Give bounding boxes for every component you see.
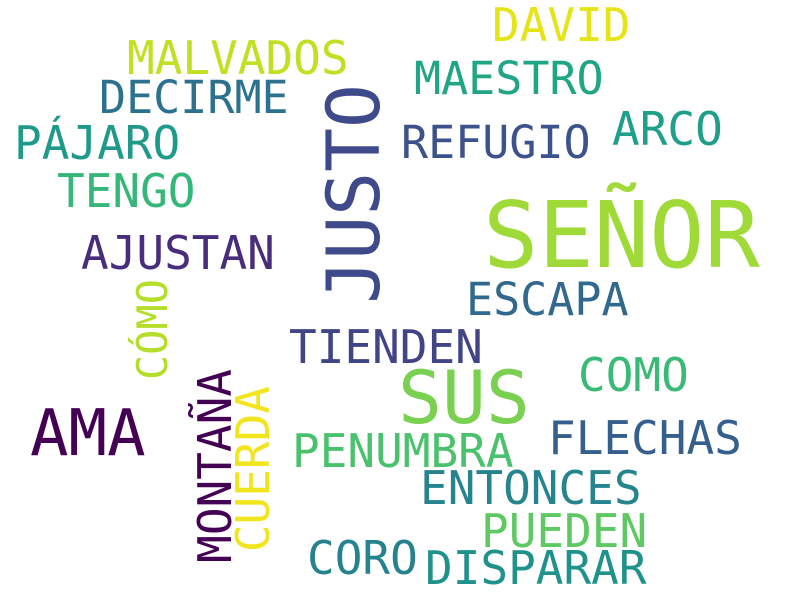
word-pueden: PUEDEN [481,504,648,558]
word-como-acc: CÓMO [128,279,177,381]
word-entonces: ENTONCES [420,461,642,515]
word-justo: JUSTO [312,84,397,304]
word-malvados: MALVADOS [127,31,349,85]
word-pajaro: PÁJARO [14,116,181,170]
word-david: DAVID [492,0,631,52]
word-tienden: TIENDEN [289,320,483,374]
word-ajustan: AJUSTAN [81,226,275,280]
word-como: COMO [578,348,689,402]
word-disparar: DISPARAR [425,541,647,595]
word-cuerda: CUERDA [226,386,280,553]
word-flechas: FLECHAS [548,411,742,465]
word-arco: ARCO [612,102,723,156]
word-coro: CORO [307,531,418,585]
word-maestro: MAESTRO [414,52,604,105]
word-decirme: DECIRME [99,71,289,124]
word-tengo: TENGO [57,164,196,218]
word-escapa: ESCAPA [466,273,629,326]
word-ama: AMA [30,397,146,471]
word-senor: SEÑOR [483,182,760,289]
word-sus: SUS [398,356,530,441]
word-refugio: REFUGIO [401,116,591,169]
word-penumbra: PENUMBRA [292,424,514,478]
